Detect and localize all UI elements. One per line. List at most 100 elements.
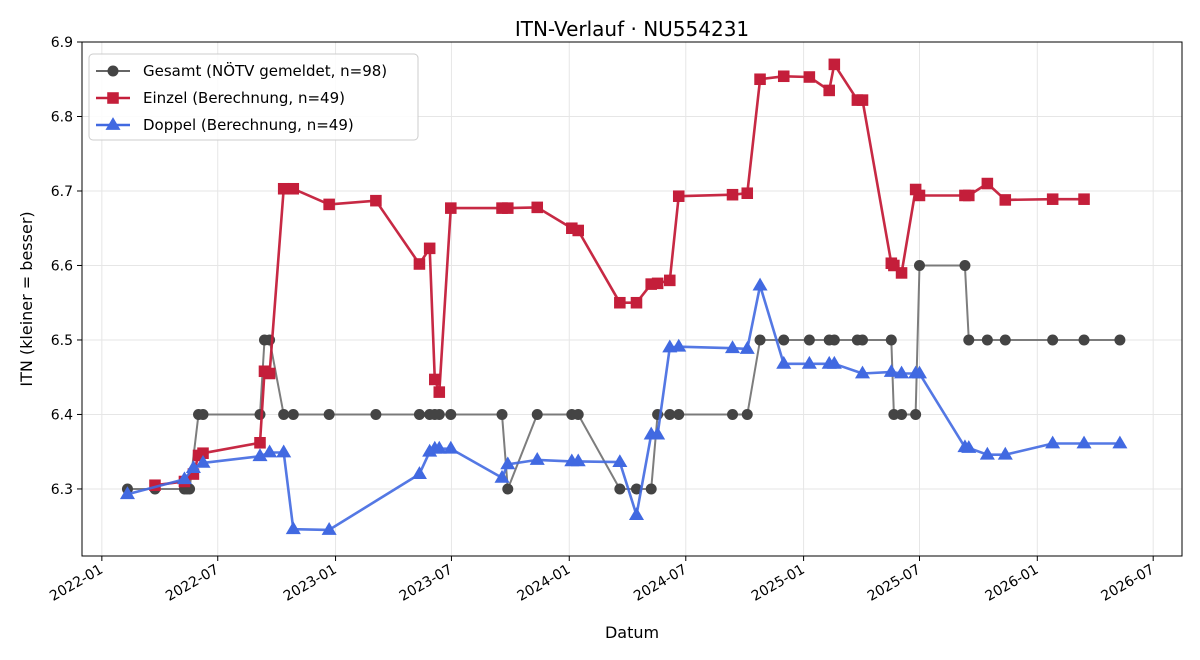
- data-point: [614, 483, 626, 495]
- data-point: [187, 468, 200, 480]
- data-point: [502, 202, 514, 214]
- data-point: [185, 460, 201, 474]
- data-point: [857, 334, 869, 346]
- data-point: [981, 334, 993, 346]
- data-point: [287, 182, 300, 195]
- data-point: [673, 408, 685, 420]
- legend-label: Doppel (Berechnung, n=49): [143, 116, 354, 134]
- data-point: [1114, 334, 1126, 346]
- legend: Gesamt (NÖTV gemeldet, n=98) Einzel (Bere…: [88, 53, 419, 141]
- y-tick-label: 6.9: [51, 35, 73, 51]
- data-point: [854, 365, 871, 379]
- y-tick-label: 6.8: [51, 109, 73, 125]
- data-point: [913, 259, 925, 271]
- chart-title: ITN-Verlauf · NU554231: [515, 17, 749, 41]
- data-point: [277, 182, 290, 195]
- data-point: [1045, 435, 1061, 449]
- data-point: [254, 436, 266, 449]
- data-point: [664, 408, 676, 420]
- data-point: [672, 190, 685, 202]
- data-point: [895, 267, 908, 279]
- data-point: [645, 278, 657, 290]
- data-point: [997, 446, 1013, 460]
- series-layer: [119, 58, 1128, 535]
- data-point: [628, 507, 645, 520]
- legend-box: [88, 53, 419, 141]
- data-point: [911, 365, 928, 379]
- data-point: [370, 194, 382, 207]
- data-point: [726, 188, 739, 201]
- data-point: [727, 408, 739, 420]
- data-point: [650, 426, 666, 440]
- data-point: [741, 187, 754, 199]
- legend-label: Einzel (Berechnung, n=49): [143, 89, 345, 107]
- legend-item: Doppel (Berechnung, n=49): [96, 116, 354, 134]
- data-point: [979, 446, 995, 460]
- data-point: [572, 224, 584, 237]
- data-point: [894, 365, 910, 379]
- data-point: [262, 444, 278, 458]
- data-point: [778, 334, 790, 346]
- data-point: [651, 277, 664, 290]
- y-axis: 6.3 6.4 6.5 6.6 6.7 6.8 6.9: [51, 35, 82, 498]
- data-point: [909, 183, 922, 196]
- series-3: [119, 277, 1128, 535]
- data-point: [370, 408, 382, 420]
- data-point: [645, 483, 657, 495]
- data-point: [612, 454, 628, 468]
- data-point: [910, 408, 922, 420]
- data-point: [254, 408, 266, 420]
- data-point: [496, 408, 508, 420]
- data-point: [263, 367, 276, 380]
- y-axis-label: ITN (kleiner = besser): [17, 211, 36, 386]
- data-point: [413, 408, 425, 420]
- data-point: [999, 194, 1012, 206]
- data-point: [885, 334, 897, 346]
- data-point: [803, 71, 816, 83]
- data-point: [963, 189, 975, 202]
- data-point: [856, 94, 869, 106]
- data-point: [429, 373, 441, 386]
- data-point: [252, 448, 268, 462]
- data-point: [883, 364, 899, 377]
- data-point: [896, 408, 908, 420]
- data-point: [959, 259, 971, 271]
- series-line: [154, 63, 1084, 487]
- data-point: [1112, 435, 1128, 449]
- data-point: [433, 408, 445, 420]
- data-point: [572, 408, 584, 420]
- data-point: [197, 408, 209, 420]
- y-tick-label: 6.6: [51, 258, 73, 274]
- data-point: [323, 198, 335, 211]
- data-point: [529, 451, 545, 465]
- data-point: [671, 338, 687, 352]
- data-point: [176, 471, 192, 485]
- data-point: [826, 355, 842, 369]
- x-axis-label: Datum: [605, 623, 659, 642]
- data-point: [739, 340, 755, 354]
- y-tick-label: 6.3: [51, 482, 73, 498]
- legend-swatch-marker: [105, 117, 121, 130]
- data-point: [323, 408, 335, 420]
- legend-item: Einzel (Berechnung, n=49): [96, 89, 345, 107]
- y-tick-label: 6.5: [51, 333, 73, 349]
- data-point: [754, 334, 766, 346]
- data-point: [119, 486, 135, 500]
- series-2: [149, 58, 1090, 492]
- data-point: [531, 408, 543, 420]
- data-point: [888, 408, 900, 420]
- data-point: [431, 440, 447, 454]
- data-point: [423, 242, 436, 255]
- data-point: [776, 355, 792, 369]
- data-point: [630, 483, 642, 495]
- data-point: [445, 408, 457, 420]
- data-point: [433, 386, 446, 398]
- data-point: [913, 189, 926, 202]
- data-point: [443, 440, 459, 454]
- data-point: [754, 73, 766, 86]
- y-tick-label: 6.7: [51, 184, 73, 200]
- data-point: [411, 466, 427, 479]
- data-point: [1078, 334, 1090, 346]
- data-point: [724, 340, 741, 354]
- data-point: [803, 334, 815, 346]
